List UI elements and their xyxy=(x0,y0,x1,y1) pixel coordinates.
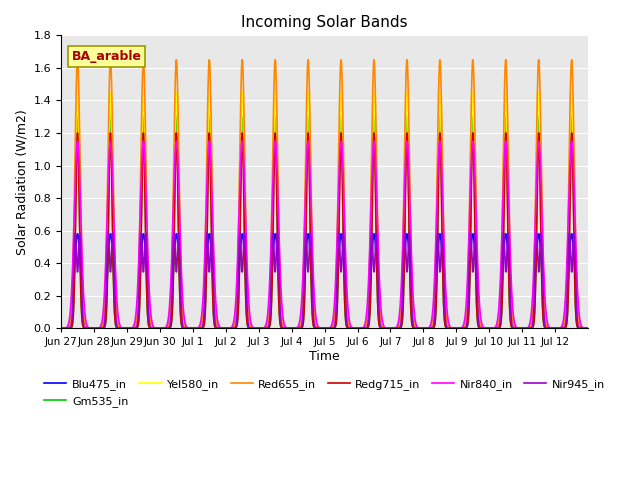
Redg715_in xyxy=(369,158,377,164)
Nir945_in xyxy=(84,325,92,331)
Blu475_in xyxy=(392,325,400,331)
Blu475_in xyxy=(369,236,377,242)
Line: Yel580_in: Yel580_in xyxy=(61,92,588,328)
Redg715_in xyxy=(74,130,81,136)
Blu475_in xyxy=(248,325,256,331)
Yel580_in xyxy=(476,324,484,330)
Redg715_in xyxy=(248,325,256,331)
Yel580_in xyxy=(84,325,92,331)
Redg715_in xyxy=(57,325,65,331)
Gm535_in xyxy=(84,325,92,331)
Red655_in xyxy=(84,325,92,331)
Nir840_in xyxy=(448,325,456,331)
Title: Incoming Solar Bands: Incoming Solar Bands xyxy=(241,15,408,30)
Redg715_in xyxy=(448,325,456,331)
Nir945_in xyxy=(273,230,281,236)
Blu475_in xyxy=(476,320,484,326)
Blu475_in xyxy=(74,231,81,237)
Nir945_in xyxy=(392,325,400,331)
Nir945_in xyxy=(584,325,592,331)
Gm535_in xyxy=(74,114,81,120)
Yel580_in xyxy=(448,325,456,331)
X-axis label: Time: Time xyxy=(309,350,340,363)
Redg715_in xyxy=(392,325,400,331)
Legend: Blu475_in, Gm535_in, Yel580_in, Red655_in, Redg715_in, Nir840_in, Nir945_in: Blu475_in, Gm535_in, Yel580_in, Red655_i… xyxy=(40,375,609,411)
Line: Gm535_in: Gm535_in xyxy=(61,117,588,328)
Gm535_in xyxy=(392,325,400,331)
Text: BA_arable: BA_arable xyxy=(72,50,141,63)
Line: Nir945_in: Nir945_in xyxy=(61,233,588,328)
Red655_in xyxy=(476,319,484,324)
Gm535_in xyxy=(448,325,456,331)
Red655_in xyxy=(369,76,377,82)
Yel580_in xyxy=(57,325,65,331)
Nir945_in xyxy=(248,325,256,331)
Gm535_in xyxy=(57,325,65,331)
Line: Red655_in: Red655_in xyxy=(61,60,588,328)
Gm535_in xyxy=(476,325,484,331)
Yel580_in xyxy=(584,325,592,331)
Red655_in xyxy=(57,325,65,331)
Nir945_in xyxy=(369,253,377,259)
Gm535_in xyxy=(248,325,256,331)
Red655_in xyxy=(584,325,592,331)
Nir945_in xyxy=(448,325,456,331)
Gm535_in xyxy=(369,144,377,150)
Nir840_in xyxy=(369,147,377,153)
Nir840_in xyxy=(476,308,484,313)
Blu475_in xyxy=(584,325,592,331)
Red655_in xyxy=(248,325,256,331)
Yel580_in xyxy=(248,325,256,331)
Nir840_in xyxy=(74,138,81,144)
Nir840_in xyxy=(84,324,92,329)
Blu475_in xyxy=(448,325,456,331)
Yel580_in xyxy=(74,89,81,95)
Line: Blu475_in: Blu475_in xyxy=(61,234,588,328)
Redg715_in xyxy=(584,325,592,331)
Yel580_in xyxy=(392,325,400,331)
Blu475_in xyxy=(57,325,65,331)
Nir840_in xyxy=(392,324,400,330)
Line: Nir840_in: Nir840_in xyxy=(61,141,588,328)
Red655_in xyxy=(74,57,81,62)
Yel580_in xyxy=(369,115,377,120)
Nir840_in xyxy=(248,323,256,329)
Red655_in xyxy=(392,325,400,331)
Nir945_in xyxy=(476,325,484,331)
Red655_in xyxy=(448,325,456,331)
Nir945_in xyxy=(57,325,65,331)
Line: Redg715_in: Redg715_in xyxy=(61,133,588,328)
Nir840_in xyxy=(57,325,65,331)
Redg715_in xyxy=(84,325,92,331)
Blu475_in xyxy=(84,325,92,331)
Y-axis label: Solar Radiation (W/m2): Solar Radiation (W/m2) xyxy=(15,109,28,255)
Redg715_in xyxy=(476,325,484,331)
Nir840_in xyxy=(584,325,592,331)
Gm535_in xyxy=(584,325,592,331)
